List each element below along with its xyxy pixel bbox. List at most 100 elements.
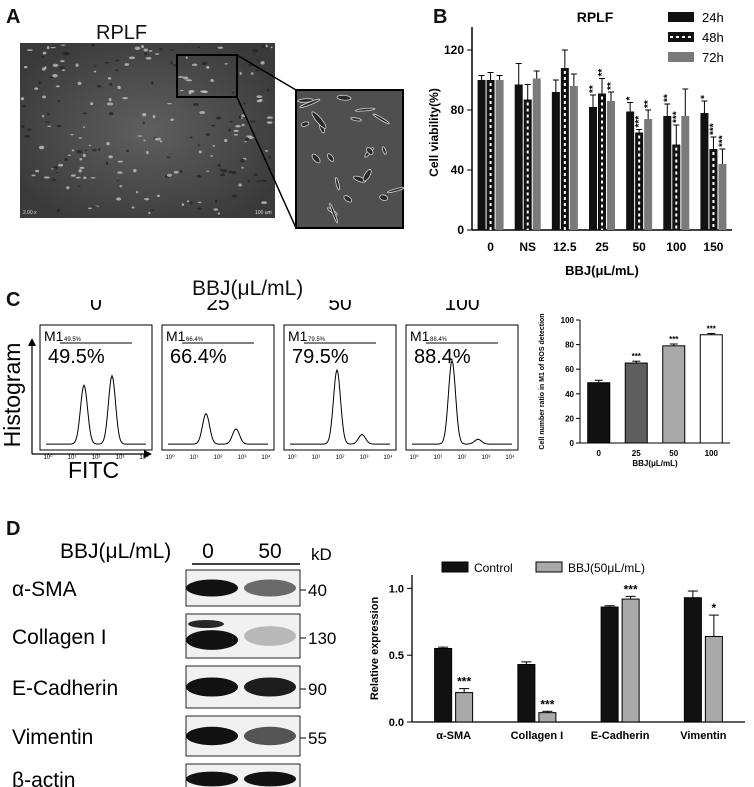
chart-d-y-tick-label: 0.5	[389, 650, 404, 662]
chart-c-y-tick-label: 20	[565, 414, 574, 423]
blot-band	[186, 771, 238, 787]
chart-b-legend-label: 24h	[702, 10, 724, 25]
chart-b-y-tick-label: 40	[451, 163, 465, 177]
blot-band	[244, 771, 296, 787]
flow-histogram-frame	[405, 324, 519, 451]
chart-c-y-tick-label: 100	[561, 316, 575, 325]
chart-d-x-tick-label: E-Cadherin	[591, 730, 650, 742]
cell-speck	[144, 197, 150, 201]
inset-cell	[362, 169, 372, 182]
inset-cell	[386, 187, 405, 194]
cell-speck	[255, 69, 259, 72]
cell-speck	[55, 172, 59, 174]
chart-c-significance: ***	[669, 335, 679, 344]
cell-speckles	[20, 43, 273, 215]
scale-label-right: 100 um	[255, 210, 272, 216]
cell-speck	[27, 128, 32, 131]
cell-speck	[173, 170, 179, 174]
scale-label-left: 2.00 x	[23, 210, 37, 216]
chart-b-bar	[681, 116, 690, 230]
cell-speck	[50, 46, 56, 49]
cell-speck	[31, 174, 36, 177]
chart-b-bar	[532, 78, 541, 230]
chart-c-x-tick-label: 0	[597, 449, 602, 458]
cell-speck	[239, 71, 242, 76]
cell-speck	[197, 46, 201, 49]
cell-speck	[256, 59, 260, 61]
blot-band	[244, 579, 296, 597]
cell-speck	[49, 76, 54, 78]
cell-speck	[75, 176, 81, 179]
chart-d-legend-label: BBJ(50μL/mL)	[568, 561, 645, 575]
cell-speck	[265, 149, 269, 152]
flow-x-tick-label: 10²	[336, 455, 345, 461]
cell-speck	[211, 125, 216, 127]
cell-speck	[156, 194, 160, 198]
panel-a-title: RPLF	[96, 22, 148, 44]
cell-speck	[92, 205, 98, 208]
cell-speck	[200, 90, 207, 93]
flow-histogram-frame	[161, 324, 275, 451]
cell-speck	[117, 171, 123, 174]
blot-band	[244, 626, 296, 646]
flow-gate-small-pct: 88.4%	[430, 337, 448, 343]
chart-b-bar	[589, 107, 597, 230]
blot-mw-label: 55	[308, 729, 327, 748]
chart-c-ylabel: Cell number ratio in M1 of ROS detection	[539, 313, 546, 449]
cell-speck	[142, 121, 145, 125]
flow-gate-pct: 88.4%	[414, 346, 471, 368]
chart-b-bar	[477, 80, 486, 230]
flow-gate-pct: 49.5%	[48, 346, 105, 368]
inset-cell	[336, 94, 352, 101]
cell-speck	[231, 91, 235, 94]
cell-speck	[98, 148, 101, 151]
chart-b-significance: ***	[671, 111, 682, 123]
relative-expression-chart: 0.0 0.5 1.0 Relative expression α-SMA *** Coll…	[369, 561, 745, 742]
chart-b-bar	[672, 144, 681, 230]
cell-speck	[192, 63, 198, 66]
cell-speck	[42, 51, 47, 55]
flow-x-tick-label: 10⁰	[287, 454, 297, 461]
chart-b-y-tick-label: 0	[457, 223, 464, 237]
cell-speck	[90, 177, 96, 179]
chart-b-bar	[607, 101, 615, 230]
cell-speck	[260, 179, 267, 182]
cell-speck	[78, 185, 81, 187]
cell-speck	[179, 170, 183, 173]
chart-d-significance: ***	[624, 582, 638, 596]
cell-speck	[70, 134, 74, 136]
chart-c-xlabel: BBJ(μL/mL)	[632, 459, 678, 468]
cell-speck	[46, 112, 50, 115]
cell-speck	[38, 81, 42, 84]
flow-x-tick-label: 10⁴	[383, 454, 393, 461]
cell-speck	[256, 95, 263, 99]
chart-b-significance: ***	[634, 116, 645, 128]
cell-speck	[84, 149, 88, 151]
cell-speck	[107, 77, 112, 80]
cell-speck	[217, 46, 224, 49]
cell-speck	[46, 46, 50, 50]
chart-d-significance: ***	[457, 675, 471, 689]
flow-x-tick-label: 10³	[116, 455, 125, 461]
chart-b-x-tick-label: 12.5	[553, 240, 577, 254]
cell-speck	[244, 140, 247, 143]
flow-x-tick-label: 10¹	[312, 455, 321, 461]
flow-x-tick-label: 10⁴	[505, 454, 515, 461]
cell-speck	[214, 199, 218, 203]
cell-speck	[116, 178, 120, 182]
flow-histogram-curve	[46, 374, 146, 445]
flow-gate-pct: 66.4%	[170, 346, 227, 368]
blot-band	[244, 726, 296, 746]
cell-speck	[201, 61, 208, 65]
flow-x-arrowhead	[144, 450, 152, 458]
cell-speck	[142, 112, 147, 117]
cell-speck	[67, 154, 71, 157]
cell-speck	[88, 144, 91, 147]
chart-d-x-tick-label: α-SMA	[436, 730, 471, 742]
cell-speck	[261, 45, 266, 48]
cell-speck	[114, 59, 120, 62]
cell-speck	[206, 170, 210, 173]
cell-speck	[90, 102, 94, 106]
cell-speck	[239, 115, 242, 119]
flow-dose-label: 100	[444, 300, 479, 315]
